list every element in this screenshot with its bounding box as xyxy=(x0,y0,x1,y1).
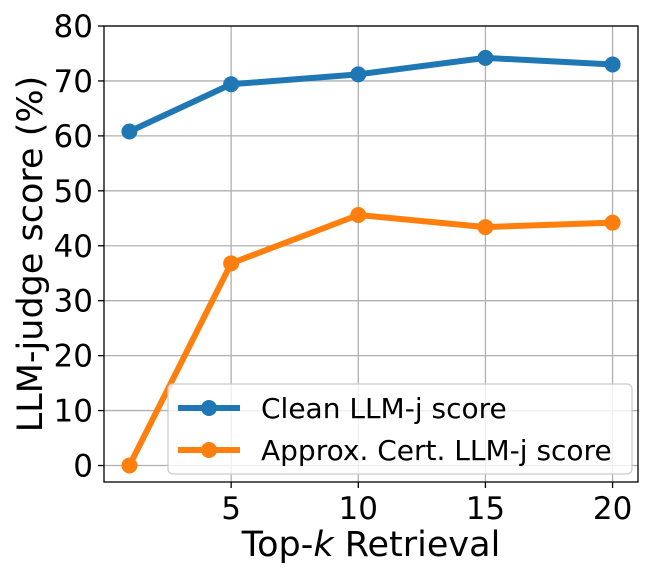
plot-frame xyxy=(103,25,639,483)
series-layer xyxy=(121,49,621,474)
y-tick-label: 30 xyxy=(54,284,93,320)
legend-marker xyxy=(201,442,217,458)
legend-label: Approx. Cert. LLM-j score xyxy=(261,434,612,467)
data-point xyxy=(121,457,138,474)
ticks-layer: 5 10 15 20 0 10 20 30 40 50 60 70 80 xyxy=(54,9,633,527)
x-tick-label: 5 xyxy=(221,491,241,527)
y-tick-label: 80 xyxy=(54,9,93,45)
legend-label: Clean LLM-j score xyxy=(261,392,507,425)
data-point xyxy=(604,214,621,231)
legend-marker xyxy=(201,400,217,416)
y-tick-label: 20 xyxy=(54,339,93,375)
legend: Clean LLM-j score Approx. Cert. LLM-j sco… xyxy=(167,383,633,475)
x-axis-label-italic: k xyxy=(313,525,335,565)
x-axis-label: Top-k Retrieval xyxy=(241,525,501,565)
data-point xyxy=(477,49,494,66)
legend-items: Clean LLM-j score Approx. Cert. LLM-j sco… xyxy=(178,392,612,467)
data-point xyxy=(121,123,138,140)
data-point xyxy=(223,76,240,93)
y-tick-label: 40 xyxy=(54,229,93,265)
y-tick-label: 50 xyxy=(54,174,93,210)
x-tick-label: 15 xyxy=(466,491,505,527)
y-tick-label: 60 xyxy=(54,119,93,155)
x-axis-label-prefix: Top- xyxy=(241,525,314,565)
data-point xyxy=(223,255,240,272)
legend-box xyxy=(167,383,633,475)
x-tick-label: 10 xyxy=(339,491,378,527)
y-tick-label: 10 xyxy=(54,394,93,430)
y-axis-label: LLM-judge score (%) xyxy=(11,76,51,433)
y-tick-label: 70 xyxy=(54,64,93,100)
data-point xyxy=(350,66,367,83)
x-tick-label: 20 xyxy=(593,491,632,527)
x-axis-label-suffix: Retrieval xyxy=(334,525,501,565)
data-point xyxy=(477,219,494,236)
y-tick-label: 0 xyxy=(73,449,93,485)
data-point xyxy=(350,206,367,223)
data-point xyxy=(604,56,621,73)
series-line-1 xyxy=(126,54,616,135)
